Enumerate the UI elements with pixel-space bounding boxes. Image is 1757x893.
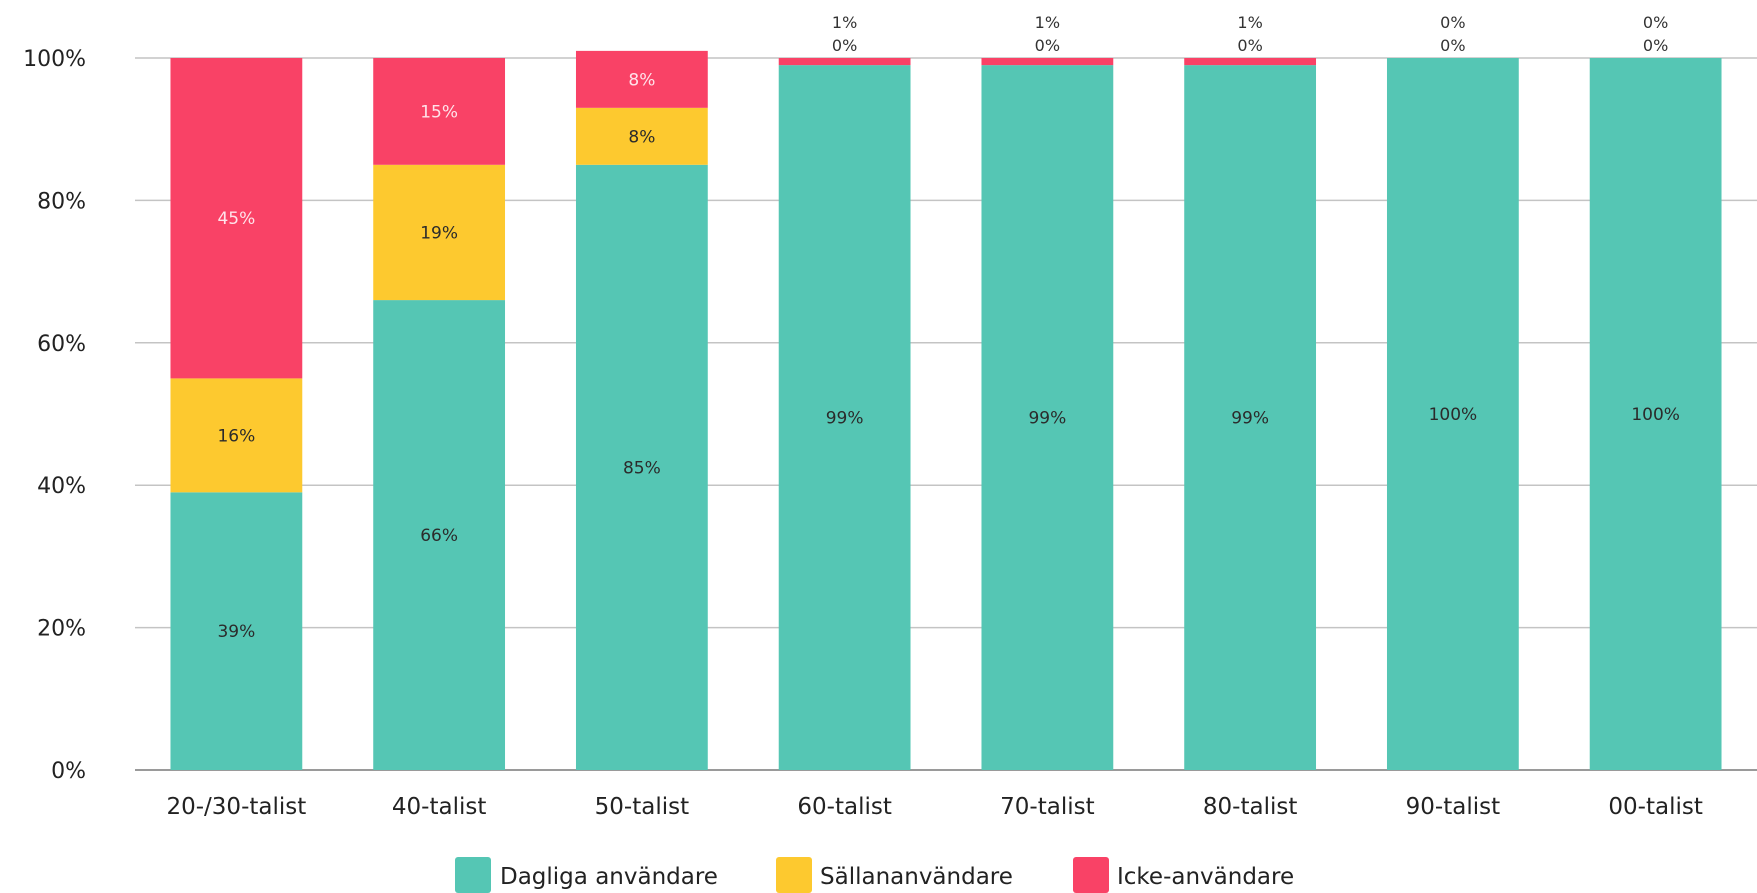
bar-segment	[778, 58, 911, 66]
bar-segment	[1386, 58, 1519, 770]
bar-segment	[575, 107, 708, 165]
legend-swatch	[455, 857, 491, 893]
bar-segment	[170, 492, 303, 770]
data-label: 66%	[420, 526, 458, 546]
data-label: 85%	[623, 458, 661, 478]
x-tick-label: 00-talist	[1608, 794, 1702, 820]
bar-segment	[981, 65, 1114, 771]
legend-swatch	[1073, 857, 1109, 893]
bar-segment	[373, 300, 506, 770]
data-label: 99%	[1231, 409, 1269, 429]
data-label-above: 0%	[1035, 36, 1060, 55]
y-tick-label: 60%	[37, 332, 86, 357]
data-label: 8%	[628, 127, 655, 147]
x-tick-label: 70-talist	[1000, 794, 1094, 820]
legend-swatch	[776, 857, 812, 893]
y-tick-label: 80%	[37, 189, 86, 214]
bar-segment	[373, 58, 506, 165]
bar-segment	[1184, 65, 1317, 771]
bar-segment	[170, 378, 303, 493]
bar-segment	[373, 164, 506, 301]
data-label: 15%	[420, 102, 458, 122]
x-tick-label: 60-talist	[797, 794, 891, 820]
bar-segment	[575, 164, 708, 771]
data-label: 19%	[420, 223, 458, 243]
data-label-above: 1%	[832, 13, 857, 32]
x-tick-label: 40-talist	[392, 794, 486, 820]
data-label-above: 0%	[1643, 13, 1668, 32]
data-label-above: 0%	[1440, 13, 1465, 32]
data-label: 99%	[826, 409, 864, 429]
data-label: 99%	[1028, 409, 1066, 429]
legend-label: Sällananvändare	[820, 864, 1013, 890]
legend-label: Dagliga användare	[500, 864, 718, 890]
y-axis: 0% 20% 40% 60% 80% 100%	[23, 47, 86, 784]
data-label: 39%	[217, 622, 255, 642]
data-label-above: 0%	[1237, 36, 1262, 55]
data-label-above: 0%	[832, 36, 857, 55]
legend: Dagliga användare Sällananvändare Icke-anv…	[455, 857, 1294, 893]
data-label: 45%	[217, 209, 255, 229]
y-tick-label: 0%	[51, 759, 86, 784]
x-axis: 20-/30-talist 40-talist 50-talist 60-talist…	[166, 794, 1702, 820]
bar-segment	[778, 65, 911, 771]
bar-segment	[170, 58, 303, 379]
bar-segment	[575, 50, 708, 108]
data-label: 100%	[1429, 405, 1478, 425]
data-label: 100%	[1631, 405, 1680, 425]
x-tick-label: 80-talist	[1203, 794, 1297, 820]
y-tick-label: 40%	[37, 474, 86, 499]
data-label-above: 0%	[1440, 36, 1465, 55]
data-label: 8%	[628, 70, 655, 90]
data-label-above: 1%	[1237, 13, 1262, 32]
y-tick-label: 100%	[23, 47, 86, 72]
x-tick-label: 20-/30-talist	[166, 794, 306, 820]
x-tick-label: 50-talist	[595, 794, 689, 820]
y-tick-label: 20%	[37, 617, 86, 642]
data-label-above: 0%	[1643, 36, 1668, 55]
bar-segment	[1589, 58, 1722, 770]
bar-segment	[1184, 58, 1317, 66]
data-label-above: 1%	[1035, 13, 1060, 32]
legend-label: Icke-användare	[1117, 864, 1294, 890]
x-tick-label: 90-talist	[1406, 794, 1500, 820]
data-label: 16%	[217, 426, 255, 446]
bar-segment	[981, 58, 1114, 66]
bars: 39% 16% 45% 66% 19% 15% 85% 8% 8% 99% 1% 0% 99% 1% 0% 9…	[170, 13, 1722, 771]
